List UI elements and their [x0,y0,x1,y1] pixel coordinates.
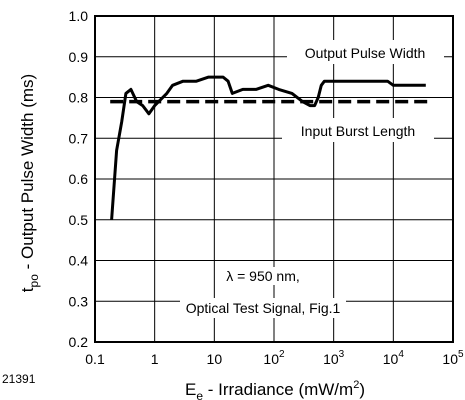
x-tick-label: 104 [383,349,405,367]
y-axis-ticks: 0.2 0.3 0.4 0.5 0.6 0.7 0.8 0.9 1.0 [69,8,89,350]
plot-frame [94,15,454,343]
condition-2-bg [180,298,346,318]
x-label-main: E [185,380,196,399]
x-tick-base: 0.1 [85,351,105,367]
x-tick-base: 10 [207,351,223,367]
x-tick-label: 0.1 [85,351,105,367]
x-tick-base: 10 [323,351,339,367]
x-tick-base: 10 [442,351,458,367]
condition-1-label: λ = 950 nm, [226,268,300,284]
x-label-sub: e [196,389,203,400]
y-axis-label: tpo - Output Pulse Width (ms) [18,74,41,292]
y-tick-label: 0.6 [69,171,89,187]
x-tick-exponent: 2 [279,349,285,360]
x-tick-exponent: 3 [339,349,345,360]
grid [94,15,454,343]
x-tick-label: 105 [442,349,464,367]
input-burst-length-bg [282,118,434,142]
figure-id: 21391 [2,372,36,386]
x-tick-label: 103 [323,349,345,367]
y-tick-label: 1.0 [69,8,89,24]
y-tick-label: 0.4 [69,253,89,269]
output-pulse-width-bg [287,40,444,64]
y-tick-label: 0.2 [69,334,89,350]
x-tick-label: 102 [263,349,285,367]
x-tick-label: 10 [207,351,223,367]
x-tick-base: 10 [263,351,279,367]
y-label-sub: po [27,274,41,288]
y-label-main: t [18,287,37,292]
x-label-sup: 2 [353,379,359,391]
x-tick-base: 1 [151,351,159,367]
x-axis-ticks: 0.1 1 10 102 103 104 105 [85,349,464,367]
output-pulse-width-line [110,75,426,220]
annotations: Output Pulse Width Input Burst Length λ = … [180,40,444,318]
x-label-end: ) [359,380,365,399]
x-tick-label: 1 [151,351,159,367]
x-tick-exponent: 4 [398,349,404,360]
y-tick-label: 0.5 [69,212,89,228]
series-group [110,75,430,220]
y-label-rest: - Output Pulse Width (ms) [18,74,37,274]
condition-2-label: Optical Test Signal, Fig.1 [186,300,341,316]
x-label-rest: - Irradiance (mW/m [203,380,353,399]
y-tick-label: 0.3 [69,293,89,309]
y-tick-label: 0.7 [69,130,89,146]
y-tick-label: 0.8 [69,90,89,106]
y-tick-label: 0.9 [69,49,89,65]
input-burst-length-label: Input Burst Length [301,123,415,139]
x-tick-base: 10 [383,351,399,367]
condition-1-bg [218,267,308,285]
x-axis-label: Ee - Irradiance (mW/m2) [185,379,365,400]
output-pulse-width-label: Output Pulse Width [305,45,426,61]
x-tick-exponent: 5 [458,349,464,360]
